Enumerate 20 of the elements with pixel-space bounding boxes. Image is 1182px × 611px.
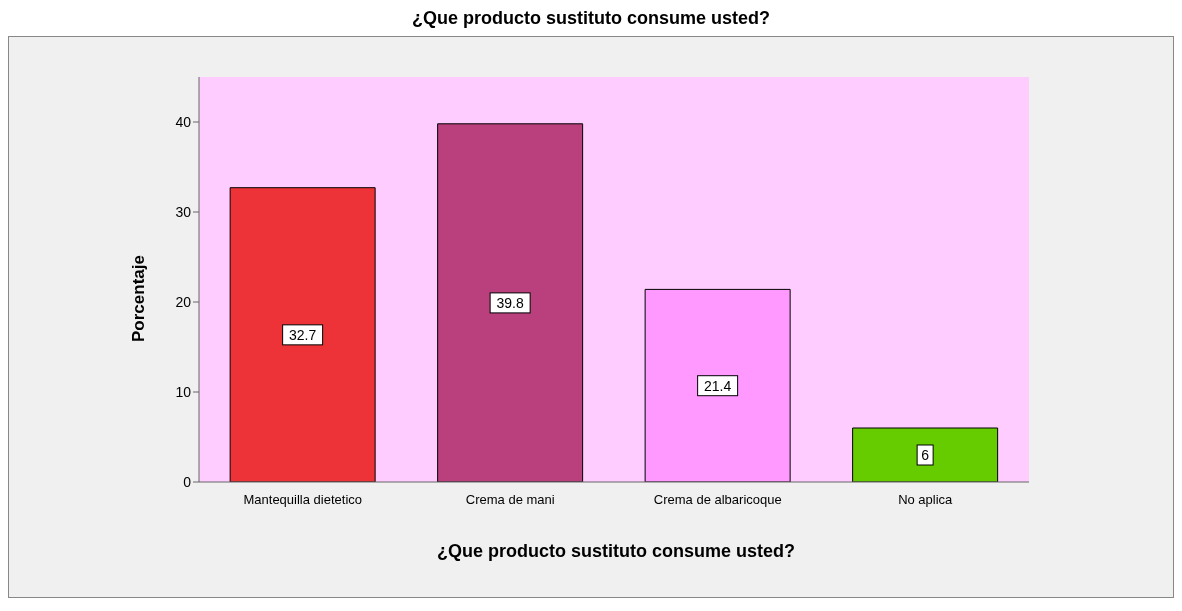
bar — [644, 288, 791, 482]
x-axis-title: ¿Que producto sustituto consume usted? — [436, 541, 796, 562]
x-tick-label: Crema de mani — [465, 492, 555, 507]
y-tick-label: 10 — [175, 383, 192, 400]
x-tick-label: Crema de albaricoque — [653, 492, 782, 507]
x-tick-label: No aplica — [898, 492, 954, 507]
data-label: 39.8 — [496, 294, 524, 311]
data-label: 6 — [921, 447, 930, 463]
x-tick-label: Mantequilla dietetico — [243, 492, 363, 507]
chart-title: ¿Que producto sustituto consume usted? — [411, 8, 771, 30]
y-tick-label: 30 — [175, 203, 192, 220]
bar — [852, 427, 999, 482]
y-tick-label: 0 — [183, 473, 192, 490]
data-label: 32.7 — [289, 326, 317, 343]
data-label: 21.4 — [704, 377, 732, 394]
y-axis-title: Porcentaje — [129, 255, 149, 342]
bar — [229, 187, 376, 482]
bar — [437, 123, 584, 482]
y-tick-label: 20 — [175, 293, 192, 310]
y-tick-label: 40 — [175, 113, 192, 130]
